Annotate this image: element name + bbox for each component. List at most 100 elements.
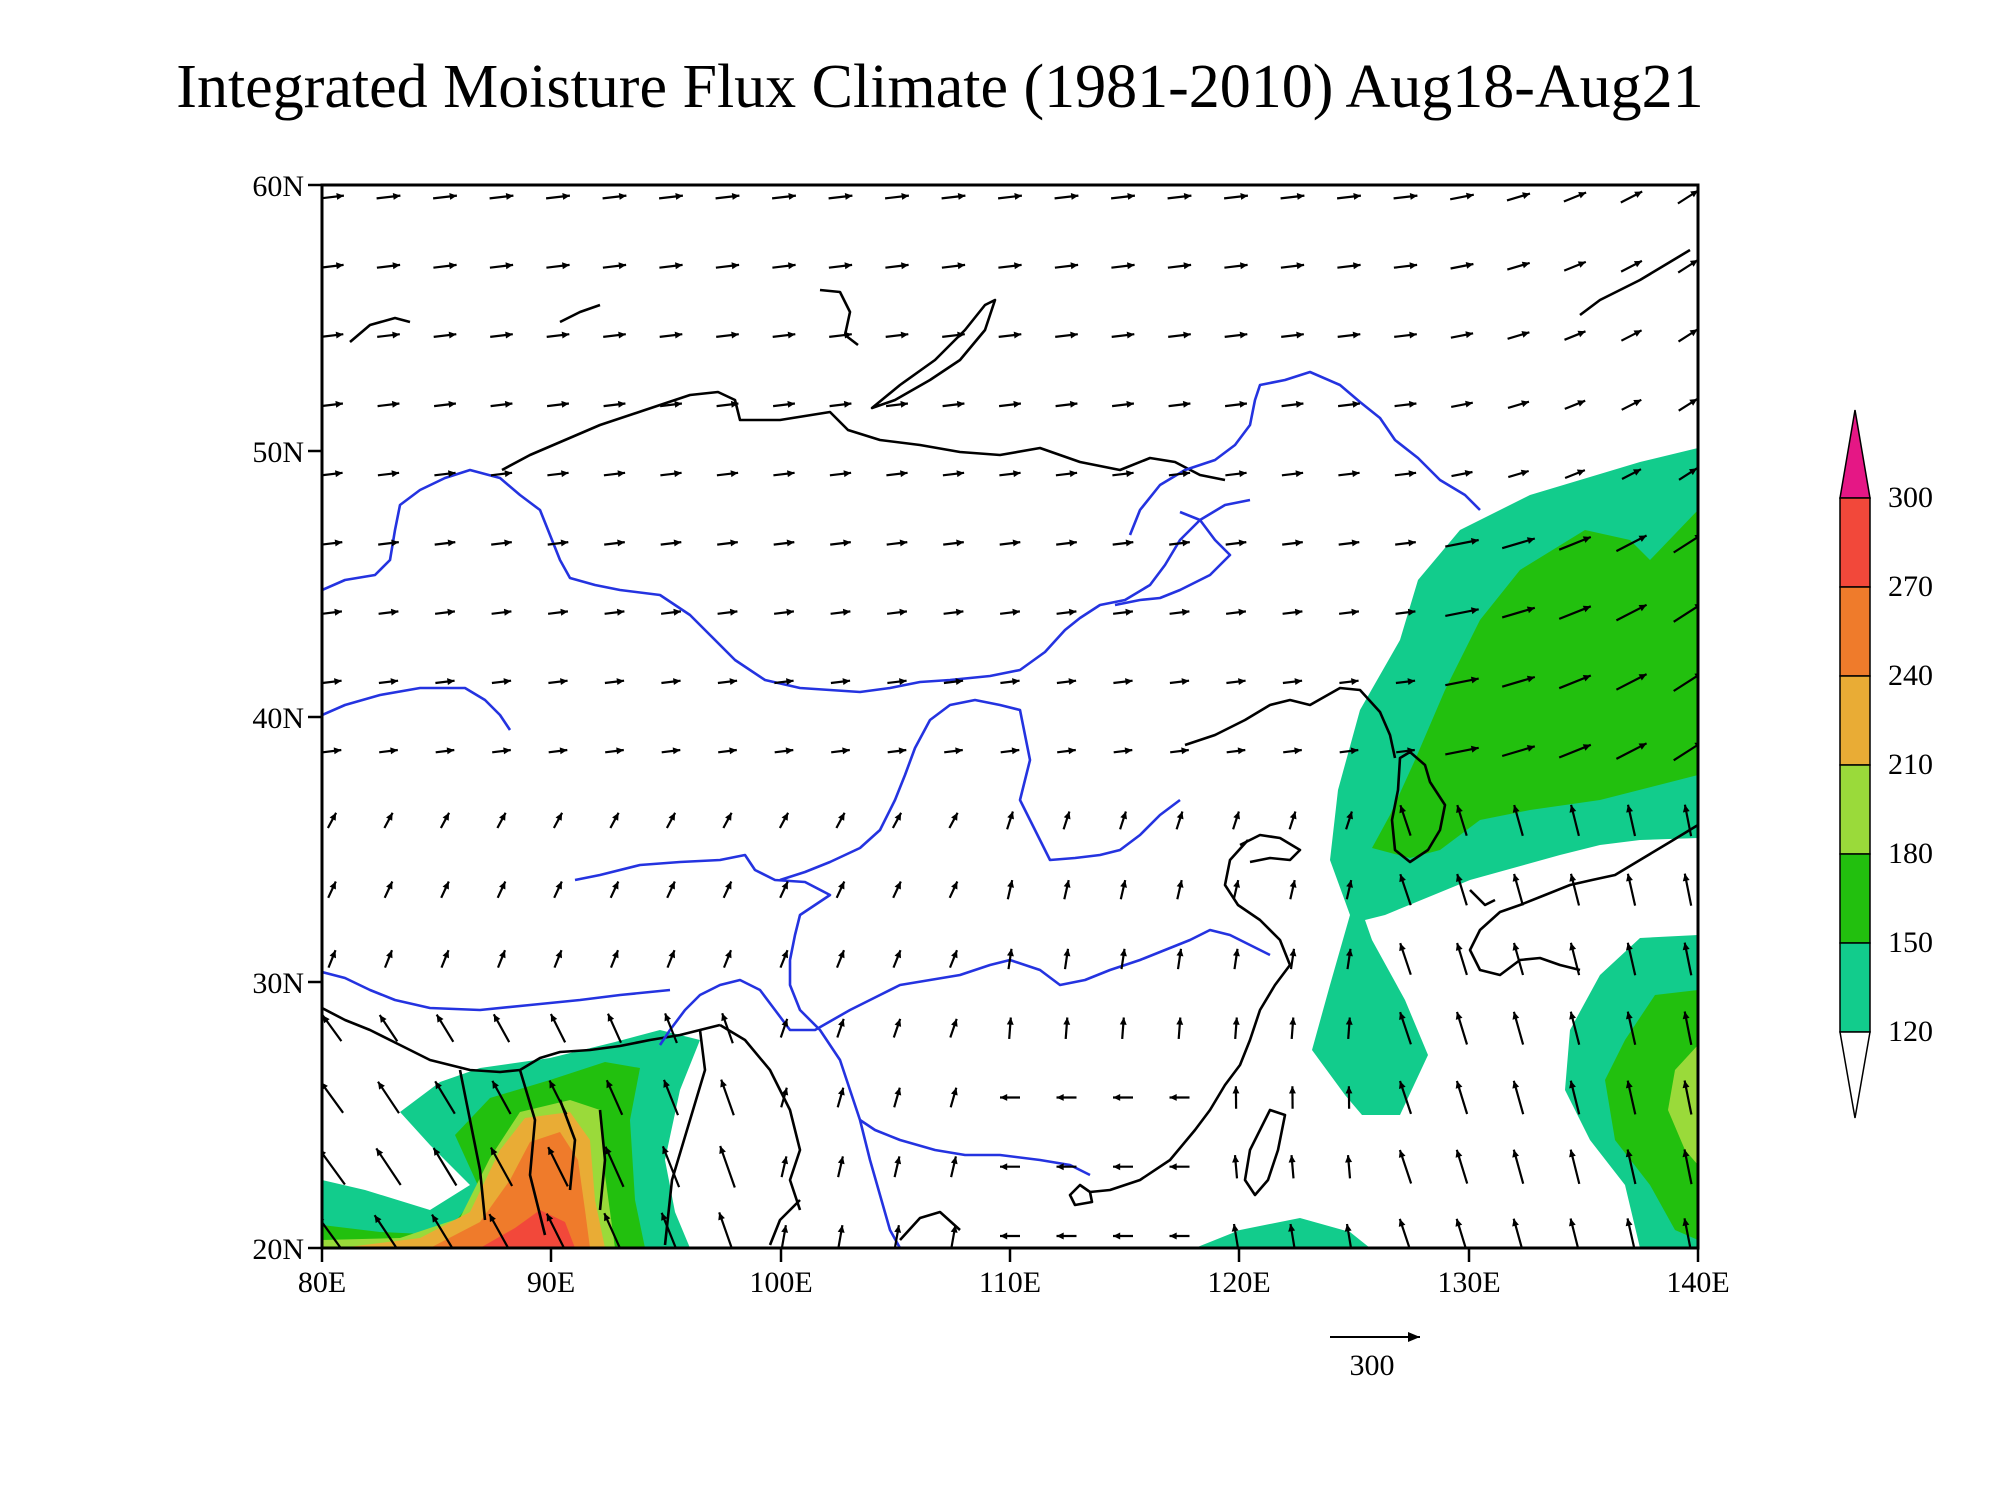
flux-vector-head <box>1232 1017 1240 1025</box>
coastline-japan <box>1468 823 1698 977</box>
x-tick-label: 130E <box>1437 1266 1500 1299</box>
flux-vector-head <box>719 1146 726 1154</box>
flux-vector-head <box>374 1215 382 1224</box>
flux-vector <box>603 1212 622 1248</box>
flux-vector-head <box>1409 193 1418 200</box>
flux-vector-head <box>844 331 852 339</box>
flux-vector-head <box>546 1213 554 1222</box>
flux-vector-head <box>329 812 337 821</box>
flux-vector-head <box>1120 811 1127 820</box>
flux-vector-head <box>1682 1080 1690 1089</box>
flux-vector <box>660 1212 677 1248</box>
flux-vector-head <box>1238 678 1246 685</box>
flux-vector-head <box>730 400 739 408</box>
flux-vector-head <box>1521 400 1529 408</box>
flux-vector-head <box>548 1147 555 1156</box>
flux-vector-head <box>838 950 845 959</box>
flux-vector-head <box>838 812 845 821</box>
flux-vector-head <box>1176 811 1184 820</box>
flux-vector-head <box>432 1214 439 1223</box>
flux-vector-head <box>899 678 907 685</box>
flux-vector-head <box>674 400 682 408</box>
flux-vector-head <box>1289 1017 1297 1025</box>
flux-vector-head <box>838 1018 845 1027</box>
flux-vector-head <box>448 331 457 339</box>
flux-vector-head <box>673 678 681 685</box>
flux-vector-head <box>1351 608 1359 616</box>
flux-vector-head <box>900 331 909 339</box>
flux-vector-head <box>499 812 506 821</box>
flux-vector-head <box>1521 261 1530 269</box>
flux-vector-head <box>1407 747 1415 755</box>
y-tick-label: 50N <box>252 436 304 469</box>
y-tick-label: 60N <box>252 170 304 203</box>
flux-vector-head <box>335 400 343 408</box>
flux-vector <box>719 1145 736 1188</box>
flux-vector-head <box>781 950 788 959</box>
flux-vector-head <box>1013 470 1021 478</box>
flux-vector-head <box>1577 400 1586 407</box>
flux-vector-head <box>1520 469 1529 477</box>
flux-vector-head <box>1006 1017 1014 1025</box>
flux-vector-head <box>504 470 513 478</box>
flux-vector-head <box>1063 1017 1071 1025</box>
flux-vector-head <box>1407 608 1416 616</box>
flux-vector-head <box>617 539 625 547</box>
flux-vector-head <box>1238 539 1247 547</box>
flux-vector-head <box>390 678 399 685</box>
flux-vector-head <box>1240 193 1248 200</box>
flux-vector-head <box>448 470 456 478</box>
flux-vector-head <box>1689 398 1698 406</box>
x-tick-label: 90E <box>527 1266 575 1299</box>
flux-vector-head <box>731 262 740 270</box>
flux-vector-head <box>1239 470 1247 478</box>
flux-vector-head <box>900 400 908 408</box>
flux-vector-head <box>1455 1149 1463 1158</box>
flux-vector-head <box>1689 468 1697 476</box>
flux-vector-head <box>618 262 627 270</box>
flux-vector-head <box>1069 400 1078 408</box>
flux-vector-head <box>894 881 901 890</box>
flux-vector-head <box>386 950 393 959</box>
flux-vector-head <box>951 1087 958 1096</box>
flux-vector-head <box>956 400 965 408</box>
flux-vector-head <box>1470 676 1479 684</box>
flux-vector-head <box>616 608 625 616</box>
flux-vector-head <box>1633 399 1642 407</box>
flux-vector-head <box>1625 1080 1633 1089</box>
flux-vector-head <box>951 812 958 821</box>
colorbar-label: 270 <box>1888 570 1933 603</box>
flux-vector <box>661 1145 681 1188</box>
flux-vector-head <box>664 1013 671 1022</box>
flux-vector-head <box>1512 1218 1519 1227</box>
flux-vector-head <box>1181 608 1190 616</box>
flux-vector-head <box>504 539 512 547</box>
flux-vector-head <box>837 1156 845 1165</box>
flux-vector-head <box>1126 400 1134 408</box>
colorbar-bottom-triangle <box>1839 1031 1871 1119</box>
flux-vector-head <box>1576 469 1585 476</box>
flux-vector-head <box>1466 192 1474 200</box>
flux-vector-head <box>1634 191 1643 198</box>
flux-vector-head <box>492 1080 499 1089</box>
flux-vector-head <box>489 1214 496 1223</box>
flux-vector-head <box>447 678 455 685</box>
flux-vector-head <box>1398 1150 1406 1158</box>
flux-vector-head <box>449 193 457 200</box>
coastline-korea <box>1390 750 1447 864</box>
flux-vector-head <box>1007 811 1014 820</box>
flux-vector-head <box>1344 1224 1352 1232</box>
flux-vector-head <box>1169 1232 1177 1240</box>
flux-vector-head <box>606 1080 613 1089</box>
flux-vector-head <box>1183 193 1192 200</box>
flux-vector-head <box>391 470 400 478</box>
flux-vector-head <box>1007 880 1014 888</box>
flux-vector-head <box>1582 744 1591 751</box>
flux-vector-head <box>675 262 683 270</box>
y-tick-label: 30N <box>252 967 304 1000</box>
flux-vector-head <box>1577 261 1586 268</box>
flux-vector-head <box>1455 1080 1463 1089</box>
flux-vector-head <box>612 881 619 890</box>
flux-vector-head <box>436 1014 444 1023</box>
flux-vector-head <box>1626 804 1633 813</box>
